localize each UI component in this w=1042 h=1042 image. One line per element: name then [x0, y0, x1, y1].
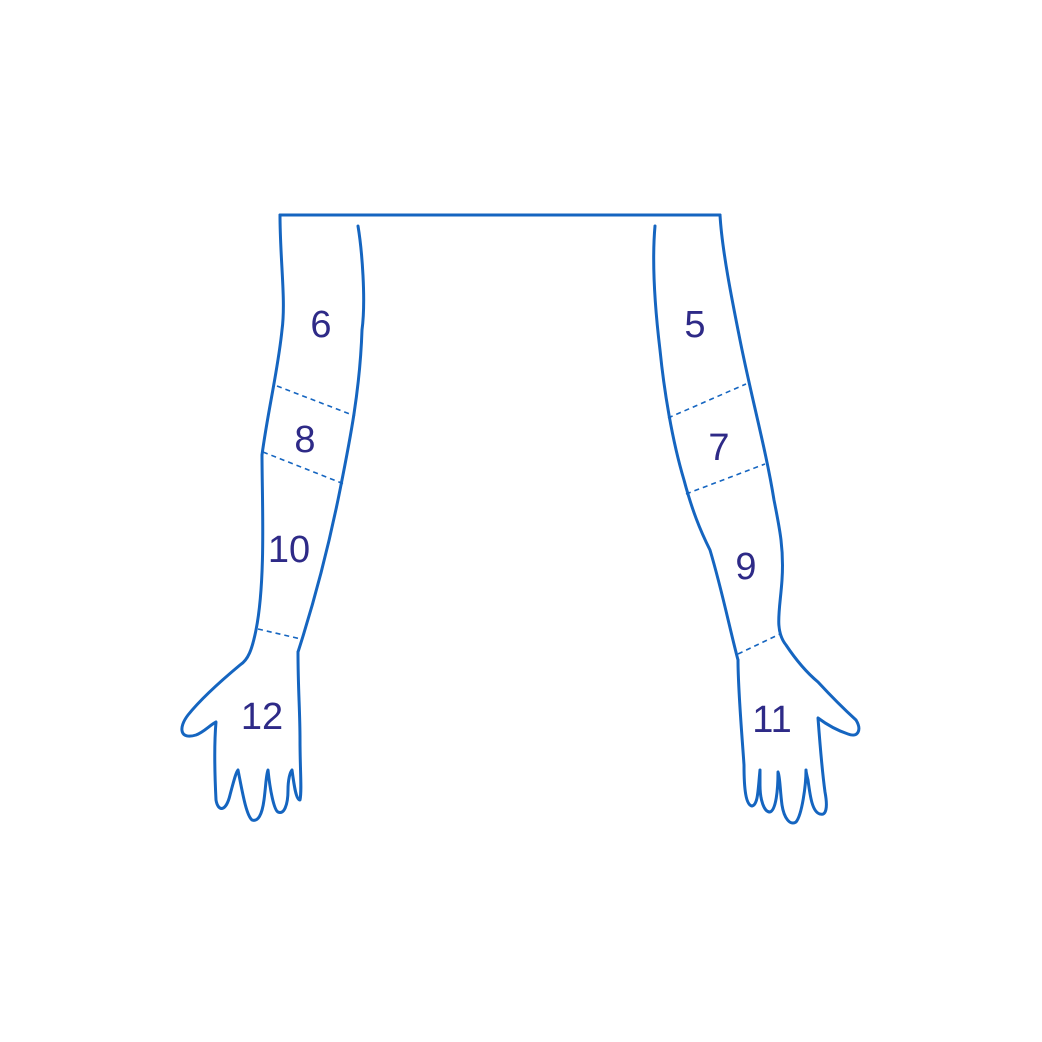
- left-divider-elbow: [262, 451, 345, 485]
- region-label-12: 12: [241, 696, 283, 738]
- region-label-8: 8: [294, 419, 315, 461]
- right-divider-wrist: [737, 633, 781, 655]
- region-label-5: 5: [684, 304, 705, 346]
- region-label-6: 6: [310, 304, 331, 346]
- region-label-9: 9: [735, 546, 756, 588]
- left-arm: [180, 213, 366, 822]
- left-arm-inner-contour: [296, 224, 366, 654]
- left-divider-wrist: [257, 628, 302, 640]
- left-divider-upper-arm: [276, 385, 356, 417]
- right-arm: [652, 213, 861, 825]
- right-divider-upper-arm: [667, 383, 747, 419]
- region-label-10: 10: [268, 529, 310, 571]
- right-arm-outer-contour: [718, 213, 861, 825]
- right-arm-inner-contour: [652, 224, 740, 662]
- region-label-7: 7: [708, 427, 729, 469]
- region-label-11: 11: [752, 699, 791, 741]
- left-arm-outer-contour: [180, 213, 303, 822]
